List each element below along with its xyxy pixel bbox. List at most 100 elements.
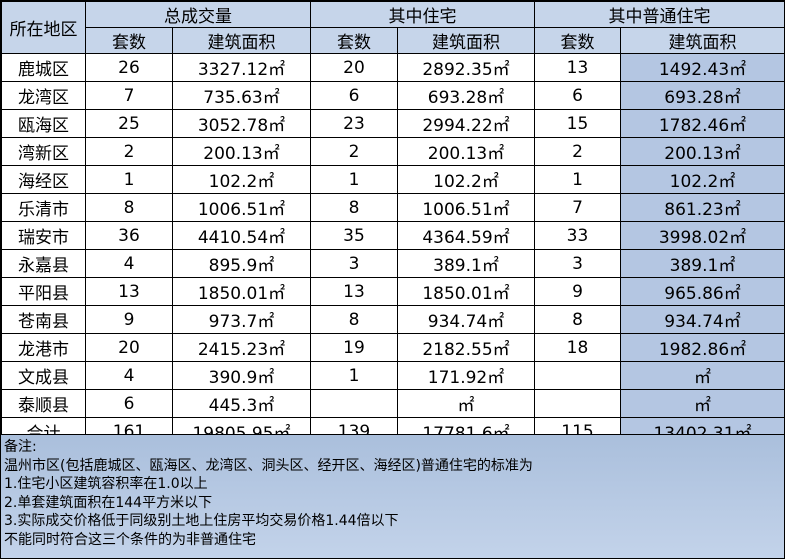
table-row: 苍南县 9 973.7㎡ 8 934.74㎡ 8 934.74㎡ — [1, 305, 785, 334]
cell-residential-units: 35 — [310, 221, 398, 250]
cell-residential-area: 200.13㎡ — [397, 137, 535, 166]
table-row: 瓯海区 25 3052.78㎡ 23 2994.22㎡ 15 1782.46㎡ — [1, 109, 785, 138]
cell-region: 龙港市 — [1, 333, 86, 362]
cell-residential-units: 3 — [310, 249, 398, 278]
notes-standard: 温州市区(包括鹿城区、瓯海区、龙湾区、洞头区、经开区、海经区)普通住宅的标准为 — [4, 457, 533, 474]
header-ordinary-residential: 其中普通住宅 — [534, 1, 785, 28]
cell-residential-units: 1 — [310, 361, 398, 390]
cell-region: 文成县 — [1, 361, 86, 390]
cell-ordinary-area: 3998.02㎡ — [620, 221, 785, 250]
cell-ordinary-units: 15 — [534, 109, 621, 138]
notes-title: 备注: — [4, 439, 37, 455]
cell-total-area: 2415.23㎡ — [172, 333, 311, 362]
table-row: 龙港市 20 2415.23㎡ 19 2182.55㎡ 18 1982.86㎡ — [1, 333, 785, 362]
cell-residential-area: ㎡ — [397, 389, 535, 418]
cell-residential-units: 1 — [310, 165, 398, 194]
cell-residential-units — [310, 389, 398, 418]
cell-region: 乐清市 — [1, 193, 86, 222]
cell-ordinary-area: 934.74㎡ — [620, 305, 785, 334]
cell-ordinary-area: 1492.43㎡ — [620, 53, 785, 82]
cell-ordinary-area: 200.13㎡ — [620, 137, 785, 166]
cell-residential-area: 389.1㎡ — [397, 249, 535, 278]
cell-residential-area: 4364.59㎡ — [397, 221, 535, 250]
cell-residential-units: 20 — [310, 53, 398, 82]
cell-region: 苍南县 — [1, 305, 86, 334]
table-row: 乐清市 8 1006.51㎡ 8 1006.51㎡ 7 861.23㎡ — [1, 193, 785, 222]
cell-residential-area: 102.2㎡ — [397, 165, 535, 194]
cell-total-units: 26 — [85, 53, 173, 82]
cell-total-area: 3052.78㎡ — [172, 109, 311, 138]
table-row: 海经区 1 102.2㎡ 1 102.2㎡ 1 102.2㎡ — [1, 165, 785, 194]
cell-total-area: 1006.51㎡ — [172, 193, 311, 222]
table-row: 龙湾区 7 735.63㎡ 6 693.28㎡ 6 693.28㎡ — [1, 81, 785, 110]
table-row: 平阳县 13 1850.01㎡ 13 1850.01㎡ 9 965.86㎡ — [1, 277, 785, 306]
cell-total-area: 445.3㎡ — [172, 389, 311, 418]
cell-total-units: 9 — [85, 305, 173, 334]
cell-residential-units: 2 — [310, 137, 398, 166]
header-total-units: 套数 — [85, 27, 173, 54]
cell-region: 湾新区 — [1, 137, 86, 166]
cell-total-units: 13 — [85, 277, 173, 306]
cell-ordinary-area: 861.23㎡ — [620, 193, 785, 222]
table-row: 永嘉县 4 895.9㎡ 3 389.1㎡ 3 389.1㎡ — [1, 249, 785, 278]
cell-total-area: 390.9㎡ — [172, 361, 311, 390]
table-row: 鹿城区 26 3327.12㎡ 20 2892.35㎡ 13 1492.43㎡ — [1, 53, 785, 82]
cell-total-area: 973.7㎡ — [172, 305, 311, 334]
cell-total-area: 200.13㎡ — [172, 137, 311, 166]
cell-total-units: 6 — [85, 389, 173, 418]
cell-residential-area: 2182.55㎡ — [397, 333, 535, 362]
cell-residential-area: 1850.01㎡ — [397, 277, 535, 306]
header-ordinary-units: 套数 — [534, 27, 621, 54]
cell-total-area: 895.9㎡ — [172, 249, 311, 278]
cell-total-units: 1 — [85, 165, 173, 194]
cell-ordinary-area: 102.2㎡ — [620, 165, 785, 194]
header-residential: 其中住宅 — [310, 1, 535, 28]
cell-total-units: 2 — [85, 137, 173, 166]
cell-residential-area: 2994.22㎡ — [397, 109, 535, 138]
cell-total-units: 36 — [85, 221, 173, 250]
cell-ordinary-units: 8 — [534, 305, 621, 334]
header-region: 所在地区 — [1, 1, 86, 54]
cell-total-units: 4 — [85, 361, 173, 390]
cell-total-units: 7 — [85, 81, 173, 110]
cell-ordinary-area: 965.86㎡ — [620, 277, 785, 306]
cell-ordinary-area: 1782.46㎡ — [620, 109, 785, 138]
header-ordinary-area: 建筑面积 — [620, 27, 785, 54]
notes-conclusion: 不能同时符合这三个条件的为非普通住宅 — [4, 531, 256, 548]
notes-criterion-2: 2.单套建筑面积在144平方米以下 — [4, 494, 213, 511]
cell-ordinary-area: 1982.86㎡ — [620, 333, 785, 362]
cell-residential-area: 934.74㎡ — [397, 305, 535, 334]
cell-residential-units: 19 — [310, 333, 398, 362]
cell-ordinary-units: 1 — [534, 165, 621, 194]
header-residential-units: 套数 — [310, 27, 398, 54]
cell-total-area: 102.2㎡ — [172, 165, 311, 194]
cell-residential-area: 2892.35㎡ — [397, 53, 535, 82]
cell-residential-area: 1006.51㎡ — [397, 193, 535, 222]
cell-ordinary-area: ㎡ — [620, 389, 785, 418]
cell-ordinary-units: 13 — [534, 53, 621, 82]
cell-region: 永嘉县 — [1, 249, 86, 278]
cell-region: 瑞安市 — [1, 221, 86, 250]
cell-region: 鹿城区 — [1, 53, 86, 82]
cell-total-area: 735.63㎡ — [172, 81, 311, 110]
cell-ordinary-area: 389.1㎡ — [620, 249, 785, 278]
header-total-area: 建筑面积 — [172, 27, 311, 54]
cell-residential-units: 8 — [310, 305, 398, 334]
cell-ordinary-units: 9 — [534, 277, 621, 306]
cell-region: 泰顺县 — [1, 389, 86, 418]
cell-residential-units: 8 — [310, 193, 398, 222]
cell-total-units: 8 — [85, 193, 173, 222]
cell-ordinary-units: 2 — [534, 137, 621, 166]
cell-total-area: 3327.12㎡ — [172, 53, 311, 82]
cell-ordinary-units: 3 — [534, 249, 621, 278]
cell-ordinary-units — [534, 389, 621, 418]
table-row: 湾新区 2 200.13㎡ 2 200.13㎡ 2 200.13㎡ — [1, 137, 785, 166]
cell-residential-area: 171.92㎡ — [397, 361, 535, 390]
notes-criterion-1: 1.住宅小区建筑容积率在1.0以上 — [4, 476, 208, 492]
transaction-table: 所在地区 总成交量 其中住宅 其中普通住宅 套数 建筑面积 套数 建筑面积 套数… — [1, 1, 785, 446]
cell-total-area: 4410.54㎡ — [172, 221, 311, 250]
cell-ordinary-units: 18 — [534, 333, 621, 362]
cell-total-units: 20 — [85, 333, 173, 362]
cell-total-units: 4 — [85, 249, 173, 278]
table-row: 文成县 4 390.9㎡ 1 171.92㎡ ㎡ — [1, 361, 785, 390]
